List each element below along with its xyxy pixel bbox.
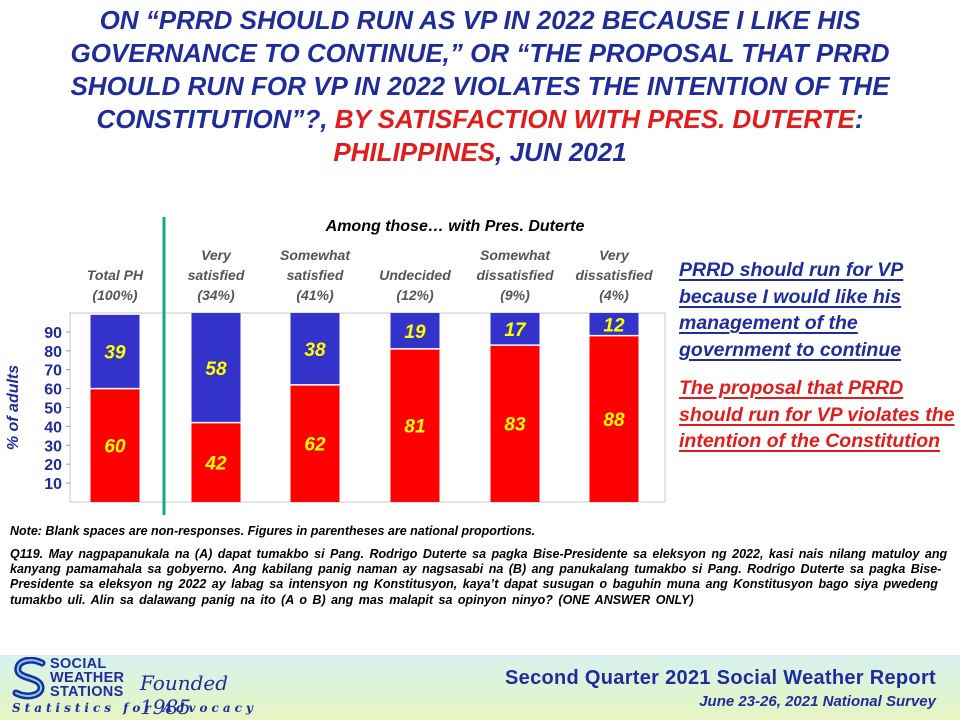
title-line-5-red: PHILIPPINES: [333, 137, 496, 167]
title-line-1: ON “PRRD SHOULD RUN AS VP IN 2022 BECAUS…: [99, 5, 861, 35]
footer-band: [0, 655, 960, 720]
legend-item-continue-governance: PRRD should run for VP because I would l…: [679, 259, 904, 361]
survey-dates: June 23-26, 2021 National Survey: [699, 693, 936, 710]
category-label: satisfied: [188, 267, 245, 283]
data-label: 12: [603, 315, 625, 336]
bar-violates-constitution: [90, 388, 140, 502]
data-label: 81: [404, 416, 425, 437]
bar-violates-constitution: [490, 345, 540, 502]
y-tick-label: 60: [44, 382, 62, 399]
title-line-2: GOVERNANCE TO CONTINUE,” OR “THE PROPOSA…: [70, 38, 890, 68]
category-label: Somewhat: [280, 247, 351, 263]
category-label: Very: [201, 247, 232, 263]
category-label: Somewhat: [480, 247, 551, 263]
data-label: 38: [304, 340, 326, 361]
bar-continue-governance: [191, 313, 241, 423]
y-tick-label: 90: [44, 325, 62, 342]
group-header: Among those… with Pres. Duterte: [325, 218, 585, 235]
y-tick-label: 70: [44, 363, 62, 380]
y-tick-label: 40: [44, 419, 62, 436]
data-label: 62: [304, 434, 326, 455]
y-tick-label: 20: [44, 457, 62, 474]
chart-area: 10 20 30 40 50 60 70 80 90 % of adults Among those…: [0, 205, 680, 520]
category-label: Undecided: [379, 267, 451, 283]
legend-item-violates-constitution: The proposal that PRRD should run for VP…: [679, 377, 955, 452]
category-label: Total PH: [87, 267, 144, 283]
logo-line-weather: WEATHER: [50, 670, 125, 686]
category-label: (4%): [599, 287, 629, 303]
y-tick-label: 50: [44, 401, 62, 418]
data-label: 19: [404, 322, 426, 343]
category-label: Very: [599, 247, 630, 263]
founded-year: Founded 1985: [140, 671, 229, 719]
logo-tagline: Statistics for Advocacy: [12, 701, 257, 715]
bar-continue-governance: [390, 313, 440, 349]
category-label: dissatisfied: [476, 267, 553, 283]
category-label: (41%): [296, 287, 334, 303]
plot-border: [69, 312, 666, 503]
category-label: (9%): [500, 287, 530, 303]
title-line-4: CONSTITUTION”?, BY SATISFACTION WITH PRE…: [10, 103, 950, 136]
title-line-5-blue: , JUN 2021: [495, 137, 627, 167]
logo-line-stations: STATIONS: [50, 684, 124, 700]
data-label: 83: [504, 415, 526, 436]
y-tick-label: 80: [44, 344, 62, 361]
y-axis-label: % of adults: [5, 365, 22, 450]
report-title: Second Quarter 2021 Social Weather Repor…: [505, 667, 936, 689]
survey-question: Q119. May nagpapanukala na (A) dapat tum…: [10, 547, 948, 607]
footnote: Note: Blank spaces are non-responses. Fi…: [10, 524, 536, 538]
data-label: 60: [104, 436, 126, 457]
legend: PRRD should run for VP because I would l…: [679, 257, 957, 455]
bar-continue-governance: [490, 313, 540, 346]
chart-title: ON “PRRD SHOULD RUN AS VP IN 2022 BECAUS…: [10, 4, 950, 169]
sws-logo: SOCIAL WEATHER STATIONS Founded 1985 Sta…: [12, 656, 262, 720]
title-line-4-red: BY SATISFACTION WITH PRES. DUTERTE: [334, 104, 855, 134]
data-label: 88: [603, 410, 625, 431]
bar-violates-constitution: [589, 335, 639, 502]
data-label: 42: [204, 453, 227, 474]
category-label: (12%): [396, 287, 434, 303]
data-label: 17: [504, 320, 527, 341]
bar-continue-governance: [589, 313, 639, 336]
data-label: 58: [205, 359, 227, 380]
bar-violates-constitution: [290, 384, 340, 502]
sws-logo-icon: [12, 657, 46, 700]
logo-line-social: SOCIAL: [50, 656, 107, 672]
category-label: satisfied: [287, 267, 344, 283]
bar-violates-constitution: [191, 422, 241, 502]
category-label: (100%): [92, 287, 137, 303]
y-tick-label: 10: [44, 476, 62, 493]
bar-violates-constitution: [390, 348, 440, 502]
title-line-4-colon: :: [854, 104, 864, 134]
category-label: (34%): [197, 287, 235, 303]
y-tick-label: 30: [44, 438, 62, 455]
title-line-3: SHOULD RUN FOR VP IN 2022 VIOLATES THE I…: [70, 71, 890, 101]
bar-continue-governance: [90, 314, 140, 389]
title-line-5: PHILIPPINES, JUN 2021: [10, 136, 950, 169]
title-line-4-blue: CONSTITUTION”?,: [96, 104, 328, 134]
data-label: 39: [104, 343, 126, 364]
bar-continue-governance: [290, 313, 340, 385]
category-label: dissatisfied: [575, 267, 652, 283]
